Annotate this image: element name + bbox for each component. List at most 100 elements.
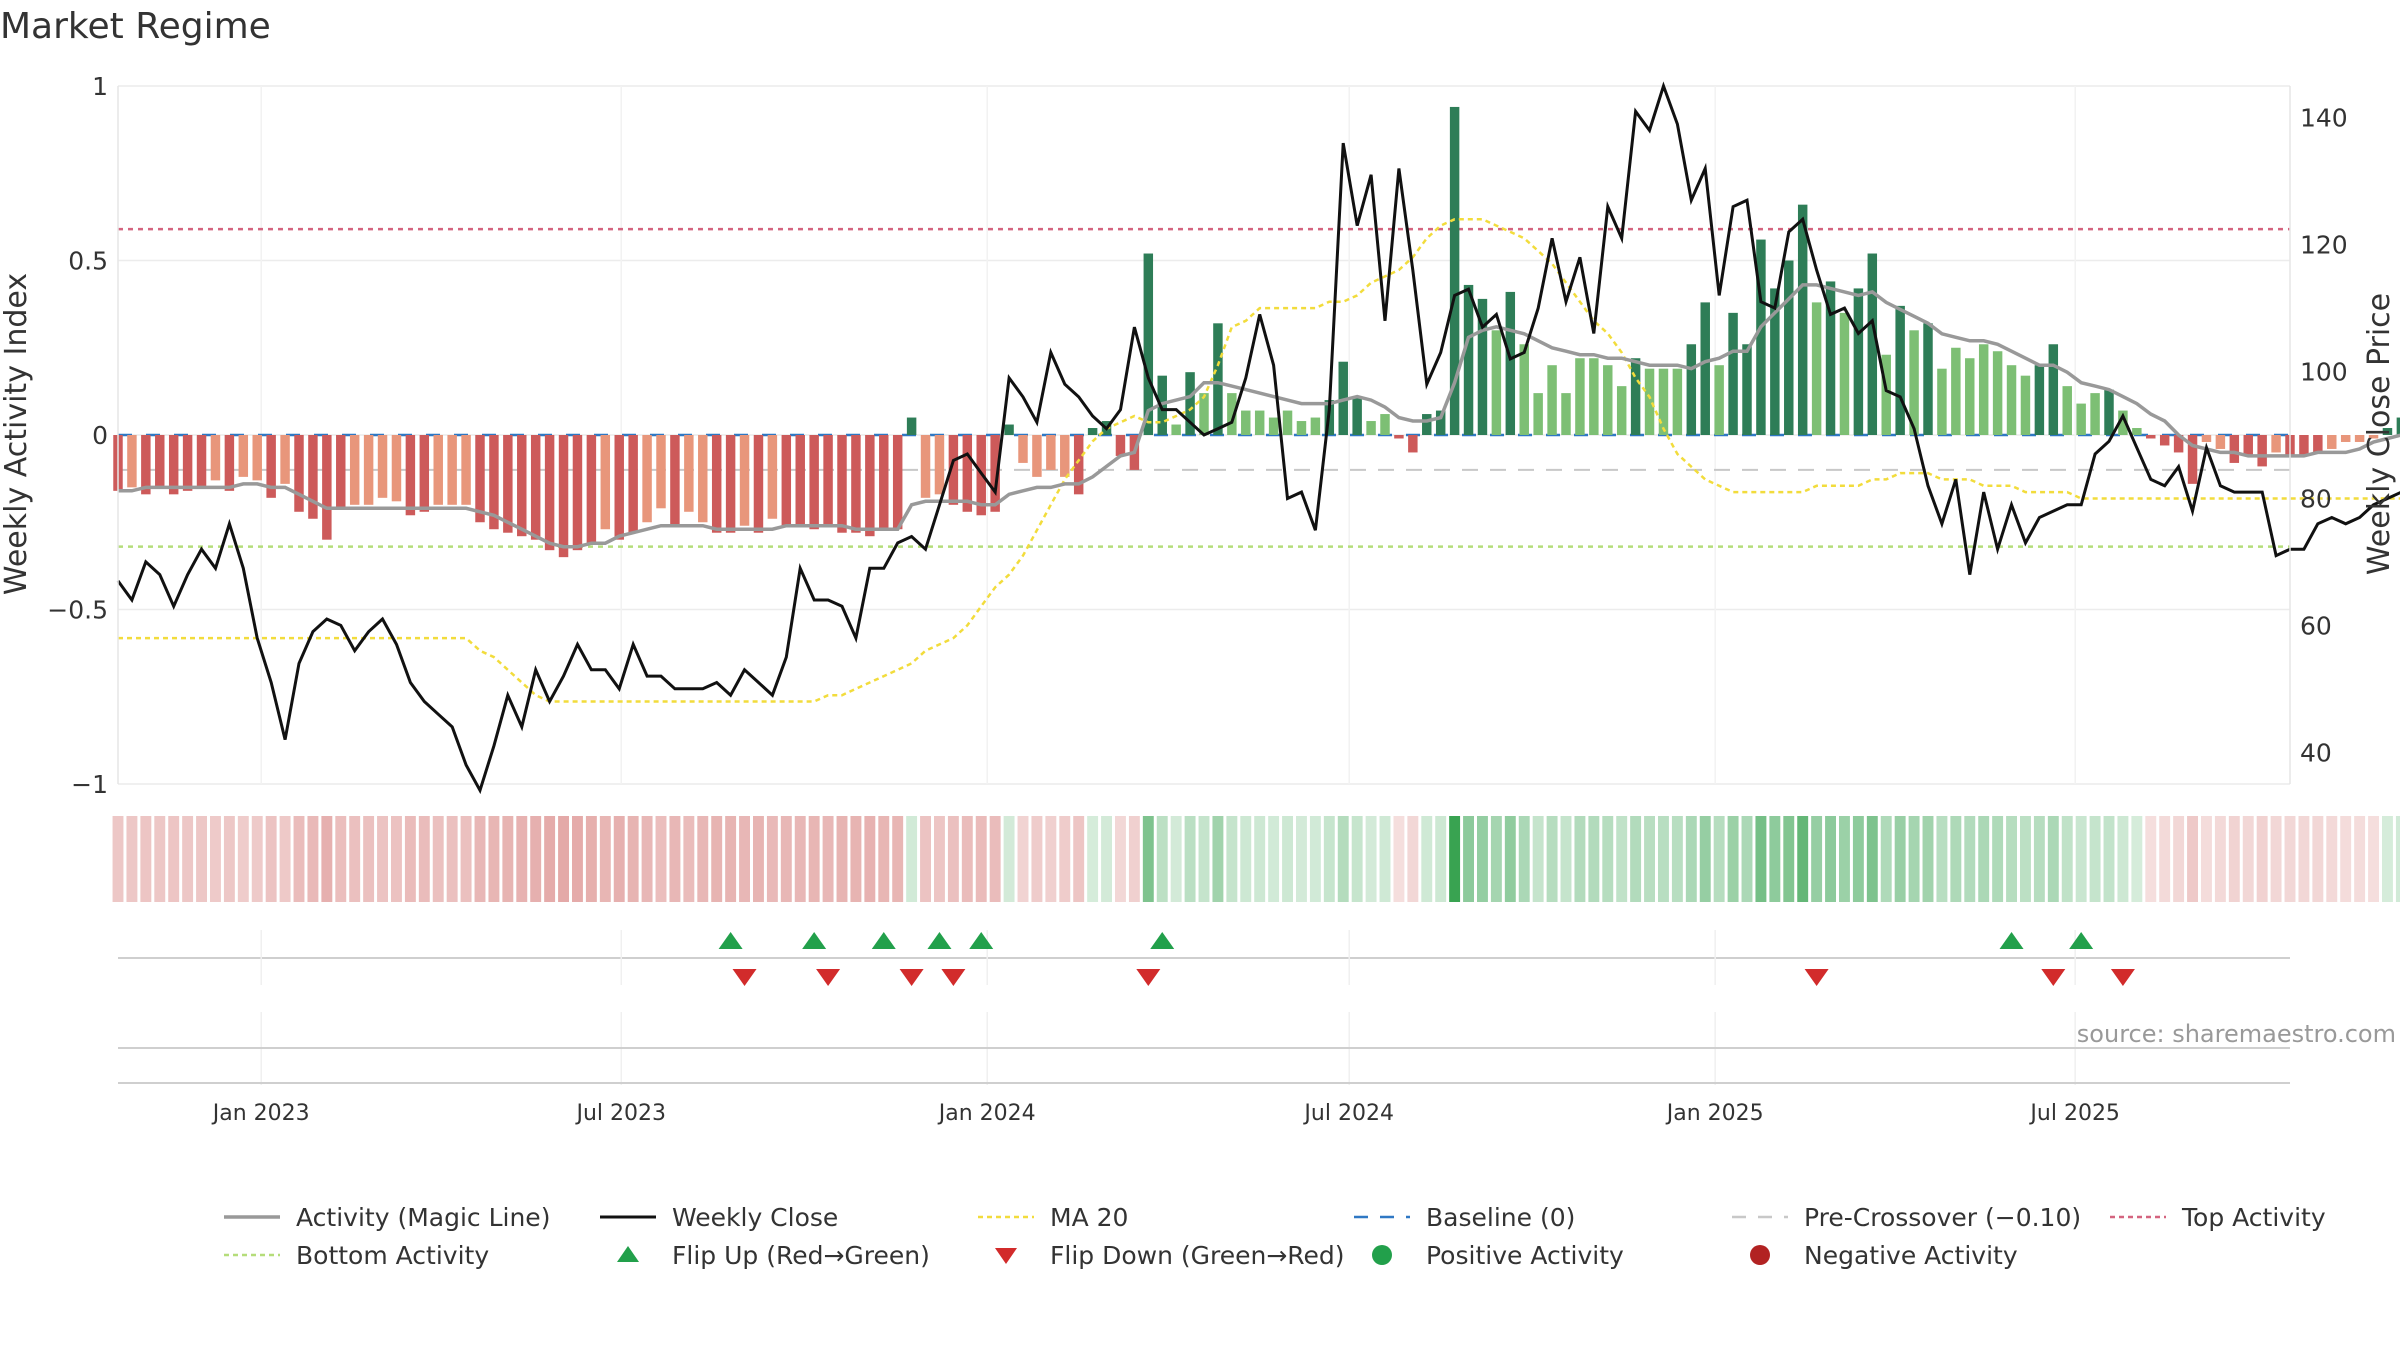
activity-bar xyxy=(210,435,221,481)
activity-bar xyxy=(349,435,360,505)
activity-bar xyxy=(1909,330,1919,435)
activity-bar xyxy=(1811,302,1822,435)
regime-strip-cell xyxy=(2284,816,2296,902)
axes: 1 0.5 0 −0.5 −1 140 120 100 80 60 40 xyxy=(47,72,2347,799)
legend-label: Activity (Magic Line) xyxy=(296,1202,551,1232)
activity-bar xyxy=(1491,330,1502,435)
legend-item-flipdown: Flip Down (Green→Red) xyxy=(976,1240,1345,1270)
regime-strip-cell xyxy=(2089,816,2101,902)
activity-bar xyxy=(2062,386,2072,435)
regime-strip-cell xyxy=(669,816,681,902)
activity-bar xyxy=(1867,253,1878,435)
regime-strip-cell xyxy=(1337,816,1349,902)
dotted-yellow-line-icon xyxy=(976,1202,1036,1232)
legend-label: Top Activity xyxy=(2182,1202,2326,1232)
regime-strip-cell xyxy=(2312,816,2324,902)
regime-strip-cell xyxy=(2395,816,2400,902)
regime-strip-cell xyxy=(1031,816,1043,902)
triangle-down-icon xyxy=(976,1240,1036,1270)
regime-strip-cell xyxy=(906,816,918,902)
flip-down-marker xyxy=(941,969,966,986)
regime-strip-cell xyxy=(1839,816,1850,902)
legend-label: Bottom Activity xyxy=(296,1240,490,1270)
flip-up-marker xyxy=(927,932,952,949)
regime-strip-cell xyxy=(516,816,528,902)
activity-bar xyxy=(1241,410,1251,435)
activity-bar xyxy=(503,435,513,533)
level-lines xyxy=(118,227,2290,548)
regime-strip-cell xyxy=(1254,816,1266,902)
regime-strip-cell xyxy=(307,816,319,902)
regime-strip-cell xyxy=(321,816,333,902)
activity-bar xyxy=(837,435,847,533)
activity-bar xyxy=(1728,312,1738,435)
flip-down-marker xyxy=(2110,969,2135,986)
flip-up-marker xyxy=(969,932,994,949)
regime-strip-cell xyxy=(725,816,737,902)
regime-strip-cell xyxy=(237,816,249,902)
activity-bar xyxy=(405,435,416,516)
regime-strip-cell xyxy=(1588,816,1600,902)
activity-bar xyxy=(1770,288,1780,435)
activity-bar xyxy=(1797,204,1808,435)
regime-strip-cell xyxy=(641,816,653,902)
flip-down-marker xyxy=(1136,969,1161,986)
activity-bar xyxy=(2020,375,2031,435)
regime-strip-cell xyxy=(1811,816,1823,902)
regime-strip-cell xyxy=(934,816,945,902)
legend-item-ma20: MA 20 xyxy=(976,1202,1128,1232)
activity-bar xyxy=(725,435,736,533)
regime-strip-cell xyxy=(1644,816,1655,902)
regime-strip-cell xyxy=(1616,816,1628,902)
activity-bar xyxy=(517,435,527,537)
legend-label: Negative Activity xyxy=(1804,1240,2018,1270)
activity-bar xyxy=(2048,344,2059,435)
regime-strip-cell xyxy=(2033,816,2045,902)
y-axis-left-label: Weekly Activity Index xyxy=(0,273,34,595)
activity-bar xyxy=(1784,260,1794,435)
x-tick-label: Jan 2025 xyxy=(1665,1101,1764,1126)
activity-bar xyxy=(572,435,583,551)
activity-bar xyxy=(433,435,443,505)
regime-strip-cell xyxy=(1115,816,1126,902)
regime-strip-cell xyxy=(279,816,291,902)
flip-down-marker xyxy=(816,969,841,986)
regime-strip-cell xyxy=(1407,816,1419,902)
activity-bar xyxy=(1477,298,1488,435)
regime-strip-cell xyxy=(1490,816,1502,902)
regime-strip-cell xyxy=(1184,816,1196,902)
activity-bar xyxy=(224,435,235,491)
legend-label: Positive Activity xyxy=(1426,1240,1624,1270)
regime-strip-cell xyxy=(766,816,778,902)
activity-bar xyxy=(1965,358,1975,435)
regime-strip-cell xyxy=(1226,816,1238,902)
activity-bar xyxy=(1422,414,1432,435)
regime-strip-cell xyxy=(474,816,486,902)
activity-bar xyxy=(823,435,833,526)
legend-label: Flip Up (Red→Green) xyxy=(672,1240,930,1270)
activity-bar xyxy=(447,435,457,505)
regime-strip-cell xyxy=(1073,816,1085,902)
regime-strip-cell xyxy=(683,816,695,902)
regime-strip-cell xyxy=(2382,816,2393,902)
regime-strip-cell xyxy=(739,816,750,902)
regime-strip-cell xyxy=(530,816,542,902)
legend-item-activity: Activity (Magic Line) xyxy=(222,1202,550,1232)
dotted-pink-line-icon xyxy=(2108,1202,2168,1232)
y-left-tick-label: 0 xyxy=(92,421,108,450)
regime-strip-cell xyxy=(544,816,556,902)
dashed-blue-line-icon xyxy=(1352,1202,1412,1232)
regime-strip-cell xyxy=(2242,816,2254,902)
regime-strip-cell xyxy=(196,816,207,902)
regime-strip-cell xyxy=(1435,816,1447,902)
activity-bar xyxy=(1018,435,1028,463)
regime-strip-cell xyxy=(1936,816,1948,902)
regime-strip-cell xyxy=(2020,816,2031,902)
regime-strip-cell xyxy=(1504,816,1516,902)
activity-bar xyxy=(1839,312,1850,435)
regime-strip-cell xyxy=(2256,816,2268,902)
activity-bar xyxy=(1282,410,1293,435)
dotted-green-line-icon xyxy=(222,1240,282,1270)
activity-bar xyxy=(391,435,402,502)
regime-strip-cell xyxy=(2187,816,2198,902)
